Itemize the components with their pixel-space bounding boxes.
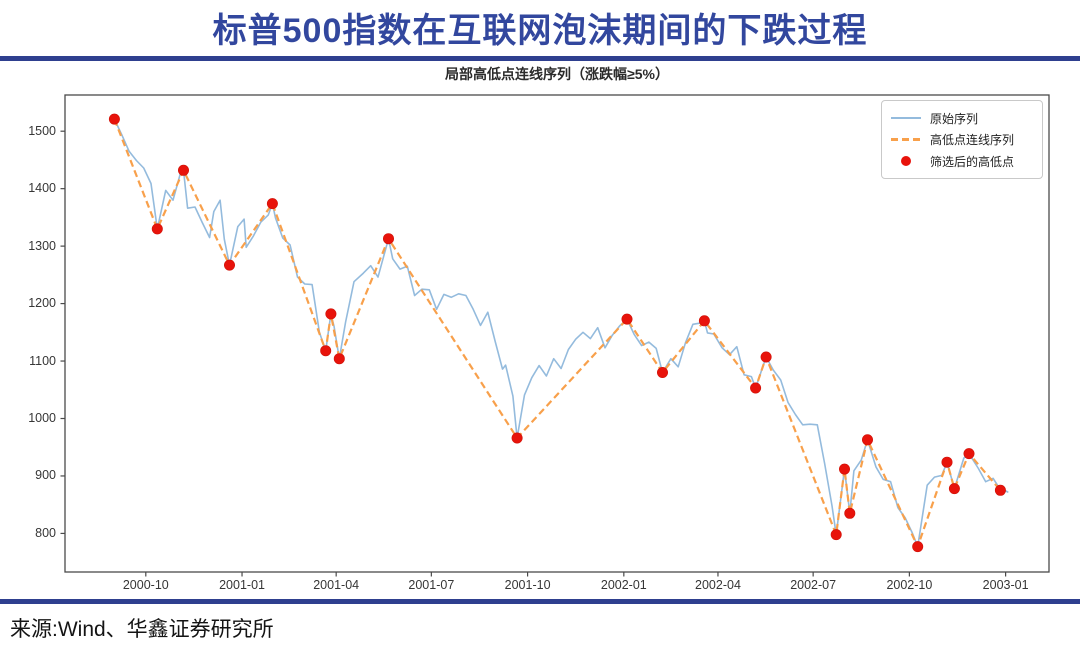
y-tick-label: 1500 (28, 123, 56, 138)
pivot-point-marker (948, 483, 960, 495)
x-tick-label: 2003-01 (982, 578, 1029, 592)
pivot-point-marker (621, 313, 633, 325)
y-tick-label: 1000 (28, 411, 56, 425)
x-tick-label: 2001-04 (313, 578, 360, 592)
pivot-point-marker (382, 233, 394, 245)
x-tick-label: 2002-04 (695, 578, 741, 592)
legend-item-original-series: 原始序列 (891, 108, 1033, 128)
original-series-line (113, 118, 1009, 548)
x-tick-label: 2001-07 (408, 578, 455, 592)
pivot-point-marker (108, 113, 120, 125)
y-tick-label: 900 (35, 468, 56, 483)
x-tick-label: 2000-10 (122, 578, 169, 592)
y-tick-label: 1200 (28, 296, 56, 311)
pivot-point-marker (830, 529, 842, 541)
pivot-point-marker (333, 353, 345, 365)
dashed-line-swatch-icon (891, 138, 921, 141)
solid-line-swatch-icon (891, 117, 921, 119)
legend-label: 高低点连线序列 (930, 133, 1015, 147)
title-divider-rule (0, 56, 1080, 61)
y-tick-label: 800 (35, 525, 56, 540)
plot-frame (64, 94, 1050, 573)
legend-item-pivot-markers: 筛选后的高低点 (891, 151, 1033, 171)
pivot-point-marker (912, 541, 924, 553)
x-tick-label: 2002-07 (790, 578, 837, 592)
x-tick-label: 2001-10 (504, 578, 551, 592)
pivot-point-marker (838, 463, 850, 475)
x-tick-label: 2002-10 (886, 578, 933, 592)
y-tick-label: 1100 (29, 353, 56, 368)
legend-item-pivot-line: 高低点连线序列 (891, 130, 1033, 150)
pivot-point-marker (698, 315, 710, 327)
y-tick-label: 1400 (28, 181, 56, 196)
pivot-point-marker (760, 351, 772, 363)
legend-label: 原始序列 (930, 111, 979, 126)
pivot-point-marker (844, 507, 856, 519)
x-tick-label: 2002-01 (600, 578, 647, 592)
pivot-point-marker (151, 223, 163, 235)
footer-divider-rule (0, 599, 1080, 604)
legend-label: 筛选后的高低点 (930, 154, 1015, 169)
x-tick-label: 2001-01 (219, 578, 265, 592)
pivot-point-marker (994, 484, 1006, 496)
pivot-point-marker (178, 164, 190, 176)
pivot-point-marker (266, 198, 278, 210)
chart-legend: 原始序列 高低点连线序列 筛选后的高低点 (881, 100, 1043, 179)
red-dot-swatch-icon (891, 156, 921, 166)
pivot-point-marker (941, 456, 953, 468)
pivot-point-marker (224, 259, 236, 271)
pivot-point-marker (963, 448, 975, 460)
page-title: 标普500指数在互联网泡沫期间的下跌过程 (212, 12, 868, 50)
pivot-point-marker (656, 366, 668, 378)
pivot-point-marker (511, 432, 523, 444)
pivot-zigzag-line (113, 118, 1002, 548)
chart-title: 局部高低点连线序列（涨跌幅≥5%） (445, 66, 669, 82)
y-tick-label: 1300 (28, 238, 56, 253)
pivot-point-marker (325, 308, 337, 320)
pivot-point-marker (750, 382, 762, 394)
pivot-point-marker (320, 345, 332, 357)
source-attribution: 来源:Wind、华鑫证券研究所 (10, 618, 274, 641)
pivot-point-marker (861, 434, 873, 446)
